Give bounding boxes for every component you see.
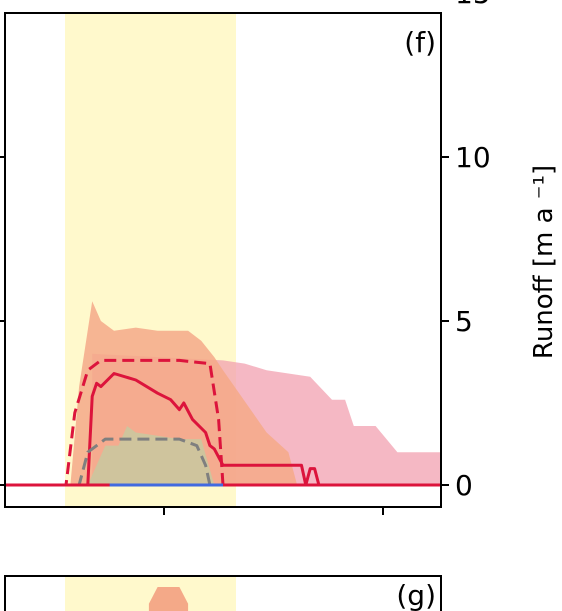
- y-tick-label: 5: [455, 305, 473, 338]
- panel-f-label: (f): [404, 26, 436, 59]
- panel-f-frame: [4, 12, 442, 508]
- panel-g: (g): [4, 575, 442, 611]
- panel-g-frame: [4, 575, 442, 611]
- y-tick-label: 15: [455, 0, 491, 10]
- series-line-0: [5, 372, 441, 487]
- series-line-1: [5, 358, 441, 487]
- panel-f: 0 5 10 15 (f) Runoff [m a ⁻¹]: [0, 0, 559, 515]
- y-axis-title: Runoff [m a ⁻¹]: [529, 165, 559, 359]
- range-band-g: [148, 587, 189, 611]
- panel-g-label: (g): [396, 579, 436, 611]
- series-line-2: [5, 437, 441, 487]
- y-tick-label: 10: [455, 141, 491, 174]
- y-tick-label: 0: [455, 469, 473, 502]
